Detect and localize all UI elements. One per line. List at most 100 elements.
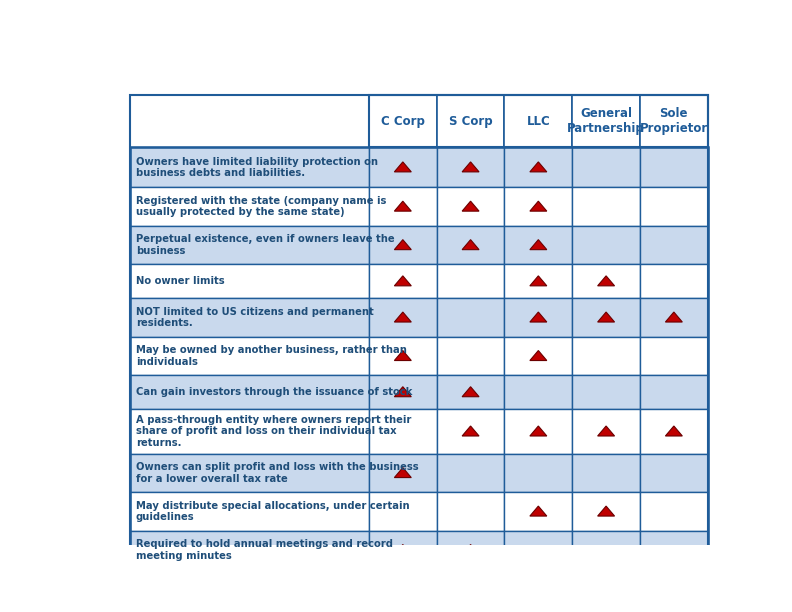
Bar — [505, 264, 573, 298]
Bar — [369, 492, 436, 531]
Text: May be owned by another business, rather than
individuals: May be owned by another business, rather… — [135, 345, 406, 367]
Polygon shape — [598, 426, 615, 436]
Polygon shape — [530, 312, 546, 322]
Bar — [572, 492, 640, 531]
Polygon shape — [462, 201, 479, 211]
Bar — [369, 147, 436, 187]
Bar — [130, 147, 369, 187]
Bar — [505, 298, 573, 337]
Bar — [436, 409, 505, 454]
Bar — [130, 409, 369, 454]
Bar — [572, 337, 640, 375]
Polygon shape — [530, 276, 546, 286]
Text: Sole
Proprietor: Sole Proprietor — [640, 107, 708, 135]
Bar — [572, 298, 640, 337]
Bar — [505, 95, 573, 147]
Text: May distribute special allocations, under certain
guidelines: May distribute special allocations, unde… — [135, 501, 409, 523]
Text: A pass-through entity where owners report their
share of profit and loss on thei: A pass-through entity where owners repor… — [135, 415, 411, 448]
Polygon shape — [462, 387, 479, 397]
Bar — [369, 298, 436, 337]
Bar — [369, 95, 708, 147]
Bar — [640, 337, 708, 375]
Polygon shape — [394, 387, 411, 397]
Bar — [436, 454, 505, 492]
Bar — [369, 226, 436, 264]
Text: No owner limits: No owner limits — [135, 277, 224, 286]
Bar — [436, 531, 505, 569]
Bar — [505, 187, 573, 226]
Bar — [572, 147, 640, 187]
Bar — [505, 226, 573, 264]
Bar — [436, 264, 505, 298]
Text: Required to hold annual meetings and record
meeting minutes: Required to hold annual meetings and rec… — [135, 539, 393, 561]
Polygon shape — [394, 201, 411, 211]
Text: Owners can split profit and loss with the business
for a lower overall tax rate: Owners can split profit and loss with th… — [135, 462, 418, 484]
Bar — [130, 454, 369, 492]
Bar — [130, 147, 708, 569]
Bar — [640, 147, 708, 187]
Bar — [640, 531, 708, 569]
Bar — [505, 147, 573, 187]
Bar — [436, 95, 505, 147]
Bar — [436, 492, 505, 531]
Polygon shape — [530, 351, 546, 360]
Text: C Corp: C Corp — [381, 114, 425, 128]
Bar — [572, 454, 640, 492]
Bar — [572, 264, 640, 298]
Bar — [572, 375, 640, 409]
Bar — [369, 264, 436, 298]
Bar — [369, 337, 436, 375]
Text: Owners have limited liability protection on
business debts and liabilities.: Owners have limited liability protection… — [135, 157, 378, 178]
Polygon shape — [394, 312, 411, 322]
Bar — [640, 264, 708, 298]
Polygon shape — [462, 545, 479, 554]
Bar — [640, 187, 708, 226]
Bar — [369, 454, 436, 492]
Bar — [640, 375, 708, 409]
Bar — [505, 492, 573, 531]
Bar — [130, 187, 369, 226]
Bar — [130, 226, 369, 264]
Bar — [640, 492, 708, 531]
Bar — [640, 409, 708, 454]
Text: General
Partnership: General Partnership — [567, 107, 645, 135]
Bar — [505, 375, 573, 409]
Polygon shape — [530, 240, 546, 250]
Polygon shape — [462, 426, 479, 436]
Polygon shape — [530, 201, 546, 211]
Bar — [130, 264, 369, 298]
Polygon shape — [665, 426, 683, 436]
Bar — [130, 492, 369, 531]
Bar — [369, 187, 436, 226]
Bar — [130, 375, 369, 409]
Bar — [572, 531, 640, 569]
Polygon shape — [598, 506, 615, 516]
Bar — [572, 226, 640, 264]
Bar — [640, 95, 708, 147]
Bar — [436, 337, 505, 375]
Bar — [369, 375, 436, 409]
Bar — [369, 409, 436, 454]
Polygon shape — [530, 506, 546, 516]
Polygon shape — [530, 426, 546, 436]
Text: Perpetual existence, even if owners leave the
business: Perpetual existence, even if owners leav… — [135, 234, 394, 256]
Polygon shape — [598, 312, 615, 322]
Bar — [505, 454, 573, 492]
Bar — [130, 298, 369, 337]
Polygon shape — [665, 312, 683, 322]
Text: S Corp: S Corp — [449, 114, 493, 128]
Text: LLC: LLC — [527, 114, 550, 128]
Polygon shape — [598, 276, 615, 286]
Bar — [436, 298, 505, 337]
Bar — [640, 298, 708, 337]
Polygon shape — [394, 162, 411, 172]
Bar — [505, 531, 573, 569]
Bar — [640, 454, 708, 492]
Bar — [369, 531, 436, 569]
Polygon shape — [394, 240, 411, 250]
Bar — [436, 187, 505, 226]
Bar — [130, 531, 369, 569]
Bar — [505, 337, 573, 375]
Bar — [130, 337, 369, 375]
Bar — [572, 409, 640, 454]
